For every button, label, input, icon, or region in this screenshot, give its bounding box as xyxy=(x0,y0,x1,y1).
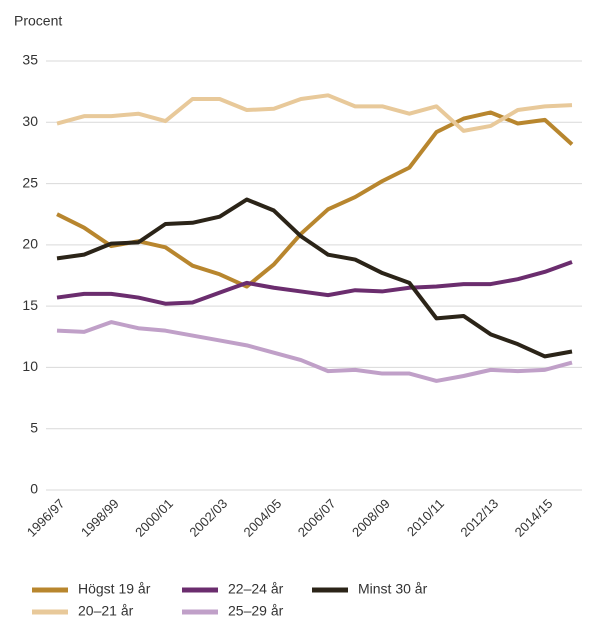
x-tick-label: 2010/11 xyxy=(404,496,447,539)
legend-label: 20–21 år xyxy=(78,603,134,619)
legend-label: Högst 19 år xyxy=(78,581,151,597)
x-tick-label: 1996/97 xyxy=(24,496,68,540)
x-tick-label: 2006/07 xyxy=(295,496,339,540)
x-tick-label: 2000/01 xyxy=(132,496,176,540)
y-axis-label: Procent xyxy=(14,13,62,29)
legend-label: Minst 30 år xyxy=(358,581,428,597)
y-tick-label: 10 xyxy=(22,358,38,374)
x-tick-label: 2012/13 xyxy=(457,496,501,540)
y-tick-label: 25 xyxy=(22,174,38,190)
y-tick-label: 15 xyxy=(22,297,38,313)
legend-label: 22–24 år xyxy=(228,581,284,597)
y-tick-label: 30 xyxy=(22,113,38,129)
x-tick-label: 1998/99 xyxy=(78,496,122,540)
x-tick-label: 2014/15 xyxy=(512,496,556,540)
x-tick-label: 2004/05 xyxy=(241,496,285,540)
y-tick-label: 0 xyxy=(30,481,38,497)
y-tick-label: 20 xyxy=(22,236,38,252)
legend-label: 25–29 år xyxy=(228,603,284,619)
line-series xyxy=(56,197,573,359)
line-series xyxy=(56,93,573,133)
line-series xyxy=(56,260,573,306)
x-tick-label: 2008/09 xyxy=(349,496,393,540)
line-series xyxy=(56,320,573,383)
y-tick-label: 5 xyxy=(30,419,38,435)
line-series xyxy=(56,110,574,289)
x-tick-label: 2002/03 xyxy=(186,496,230,540)
y-tick-label: 35 xyxy=(22,52,38,68)
